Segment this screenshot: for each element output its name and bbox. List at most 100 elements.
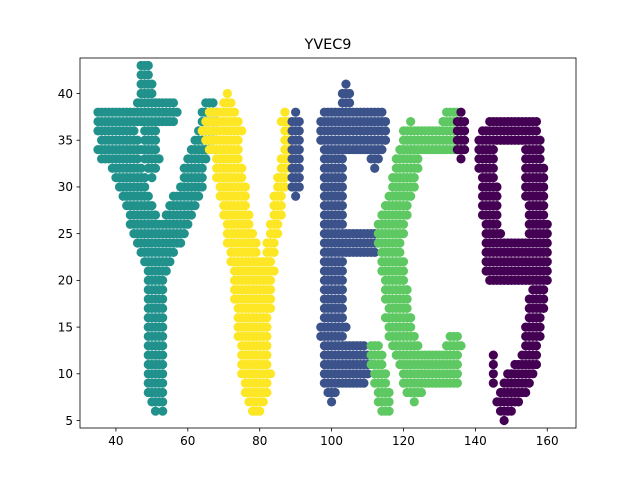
data-point [406,135,416,145]
data-point [337,303,347,313]
data-point [535,322,545,332]
data-point [262,378,272,388]
data-point [233,154,243,164]
data-point [158,406,168,416]
data-point [406,191,416,201]
data-point [150,406,161,416]
data-point [244,210,254,220]
data-point [488,154,498,164]
data-point [492,210,502,220]
data-point [542,275,552,285]
data-point [240,182,250,192]
data-point [402,294,412,304]
data-point [488,369,498,379]
data-point [197,182,207,192]
data-point [158,294,168,304]
data-point [150,144,161,155]
data-point [359,341,369,351]
data-point [265,303,276,313]
data-point [377,144,387,155]
data-point [262,322,272,332]
data-point [377,359,387,370]
data-point [531,359,542,370]
data-point [370,247,380,257]
data-point [452,378,462,388]
data-point [158,275,168,285]
data-point [143,70,153,80]
data-point [158,378,168,388]
data-point [158,387,168,398]
data-point [337,294,347,304]
data-point [244,219,254,229]
data-point [280,107,290,117]
data-point [373,341,383,351]
data-point [380,378,391,388]
data-point [158,303,168,313]
data-point [459,144,470,155]
data-point [506,406,516,416]
data-point [247,406,258,416]
data-point [240,201,250,211]
data-point [255,406,265,416]
data-point [513,397,524,407]
data-point [380,369,391,379]
data-point [531,350,542,360]
data-point [539,294,549,304]
data-point [168,247,179,257]
data-point [129,126,139,136]
data-point [326,397,337,407]
data-point [488,163,498,173]
data-point [528,285,538,295]
data-point [233,135,243,145]
data-point [229,285,240,295]
data-point [380,116,391,127]
data-point [233,294,243,304]
data-point [377,210,387,220]
data-point [294,173,304,183]
data-point [294,126,304,136]
data-point [132,154,143,164]
data-point [488,144,498,155]
data-point [143,266,153,276]
plot-frame [79,57,577,429]
data-point [294,144,304,155]
data-point [452,359,462,370]
data-point [229,107,240,117]
data-point [237,173,247,183]
data-point [262,359,272,370]
data-point [262,313,272,323]
series-E [287,79,391,407]
y-tick-label: 10 [58,367,73,381]
data-point [402,201,412,211]
data-point [337,257,347,267]
data-point [143,60,153,71]
data-point [158,359,168,370]
data-point [513,359,524,370]
data-point [280,173,290,183]
data-point [384,397,394,407]
data-point [197,163,207,173]
data-point [380,266,391,276]
data-point [233,144,243,155]
data-point [488,350,498,360]
data-point [456,341,466,351]
data-point [362,369,373,379]
data-point [150,163,161,173]
data-point [409,331,419,342]
data-point [262,387,272,398]
data-point [179,191,189,201]
series-C [366,107,466,416]
data-point [330,387,340,398]
data-point [384,406,394,416]
data-point [158,313,168,323]
series-V [197,88,297,416]
data-point [459,126,470,136]
data-point [398,275,409,285]
data-point [265,257,276,267]
data-point [539,285,549,295]
data-point [294,116,304,127]
data-point [319,341,330,351]
y-tick-label: 35 [58,134,73,148]
data-point [132,135,143,145]
data-point [294,154,304,164]
